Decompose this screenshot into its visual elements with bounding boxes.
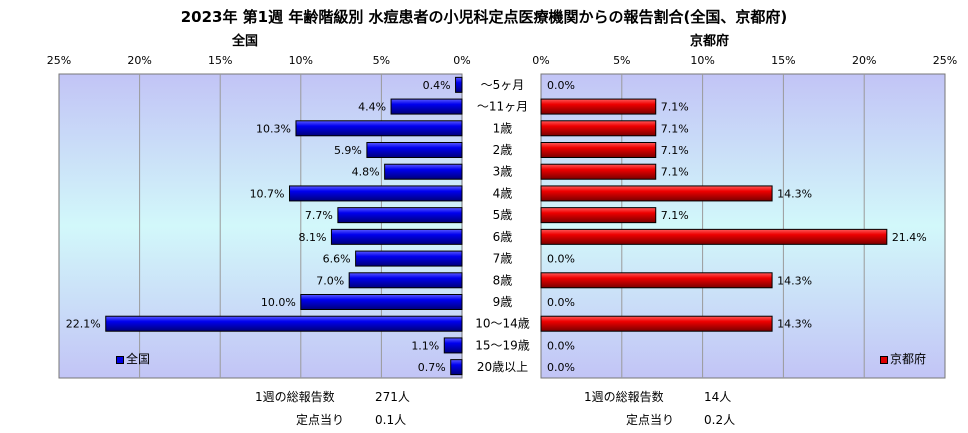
nation-bar [300,294,463,310]
kyoto-tick-label: 20% [852,54,876,67]
nation-plot-area [58,73,463,379]
nation-bar [443,337,463,354]
kyoto-legend: 京都府 [880,350,926,367]
kyoto-data-label: 0.0% [547,79,575,92]
kyoto-bar [540,315,773,332]
nation-data-label: 22.1% [66,318,101,331]
category-label: 15～19歳 [475,338,530,352]
kyoto-data-label: 7.1% [661,144,689,157]
kyoto-data-label: 21.4% [892,231,927,244]
nation-total-value: 271人 [375,390,410,404]
category-label: 20歳以上 [477,360,528,374]
kyoto-panel-title: 京都府 [690,34,730,49]
kyoto-plot-area [540,73,946,379]
nation-bar [390,98,463,115]
kyoto-bar [540,272,773,289]
kyoto-data-label: 14.3% [777,274,812,287]
nation-data-label: 7.7% [305,209,333,222]
kyoto-data-label: 7.1% [661,209,689,222]
category-label: 5歳 [493,208,513,222]
nation-data-label: 10.0% [261,296,296,309]
kyoto-bar [540,142,657,158]
nation-data-label: 1.1% [411,339,439,352]
nation-bar [384,163,463,180]
nation-panel-title: 全国 [232,34,259,49]
nation-tick-label: 15% [208,54,232,67]
kyoto-bar [540,98,657,115]
nation-tick-label: 20% [127,54,151,67]
kyoto-data-label: 14.3% [777,187,812,200]
kyoto-data-label: 7.1% [661,101,689,114]
nation-bar [450,359,463,376]
nation-data-label: 4.8% [352,166,380,179]
kyoto-tick-label: 15% [771,54,795,67]
nation-data-label: 5.9% [334,144,362,157]
kyoto-bar [540,120,657,137]
category-label: 10～14歳 [475,317,530,331]
nation-bar [355,250,463,267]
nation-data-label: 4.4% [358,101,386,114]
kyoto-legend-label: 京都府 [890,352,927,366]
nation-data-label: 10.7% [250,187,285,200]
nation-tick-label: 10% [289,54,313,67]
nation-bar [289,185,463,202]
kyoto-data-label: 0.0% [547,339,575,352]
kyoto-bar [540,228,888,245]
nation-legend-label: 全国 [126,352,151,366]
nation-data-label: 10.3% [256,122,291,135]
category-label: 4歳 [493,186,513,200]
kyoto-data-label: 7.1% [661,122,689,135]
kyoto-tick-label: 10% [690,54,714,67]
kyoto-data-label: 14.3% [777,318,812,331]
kyoto-bar [540,207,657,224]
category-label: 8歳 [493,273,513,287]
nation-bar [105,315,463,332]
category-label: 1歳 [493,121,513,135]
nation-tick-label: 25% [47,54,71,67]
nation-bar [366,142,463,158]
kyoto-tick-label: 5% [613,54,630,67]
nation-bar [455,76,463,93]
nation-data-label: 0.4% [423,79,451,92]
category-label: ～11ヶ月 [477,100,528,114]
nation-tick-label: 0% [453,54,470,67]
kyoto-data-label: 0.0% [547,253,575,266]
kyoto-data-label: 0.0% [547,361,575,374]
nation-data-label: 0.7% [418,361,446,374]
kyoto-bar [540,185,773,202]
kyoto-tick-label: 0% [532,54,549,67]
kyoto-bar [540,163,657,180]
kyoto-total-label: 1週の総報告数 [584,390,664,404]
category-label: 7歳 [493,252,513,266]
chart-title: 2023年 第1週 年齢階級別 水痘患者の小児科定点医療機関からの報告割合(全国… [180,8,788,26]
kyoto-tick-label: 25% [933,54,957,67]
nation-total-label: 1週の総報告数 [255,390,335,404]
nation-legend-swatch [116,355,124,364]
category-label: 3歳 [493,165,513,179]
kyoto-per-value: 0.2人 [704,413,736,427]
nation-data-label: 7.0% [316,274,344,287]
kyoto-legend-swatch [880,355,888,364]
nation-bar [348,272,463,289]
category-label: 6歳 [493,230,513,244]
nation-data-label: 6.6% [323,253,351,266]
nation-data-label: 8.1% [298,231,326,244]
category-label: ～5ヶ月 [481,78,525,92]
kyoto-data-label: 7.1% [661,166,689,179]
kyoto-data-label: 0.0% [547,296,575,309]
nation-bar [295,120,463,137]
category-label: 2歳 [493,143,513,157]
kyoto-per-label: 定点当り [626,413,675,427]
nation-per-value: 0.1人 [375,413,407,427]
nation-bar [337,207,463,224]
category-label: 9歳 [493,295,513,309]
nation-per-label: 定点当り [296,413,345,427]
nation-legend: 全国 [116,350,150,367]
nation-tick-label: 5% [373,54,390,67]
nation-bar [330,228,463,245]
kyoto-total-value: 14人 [704,390,732,404]
